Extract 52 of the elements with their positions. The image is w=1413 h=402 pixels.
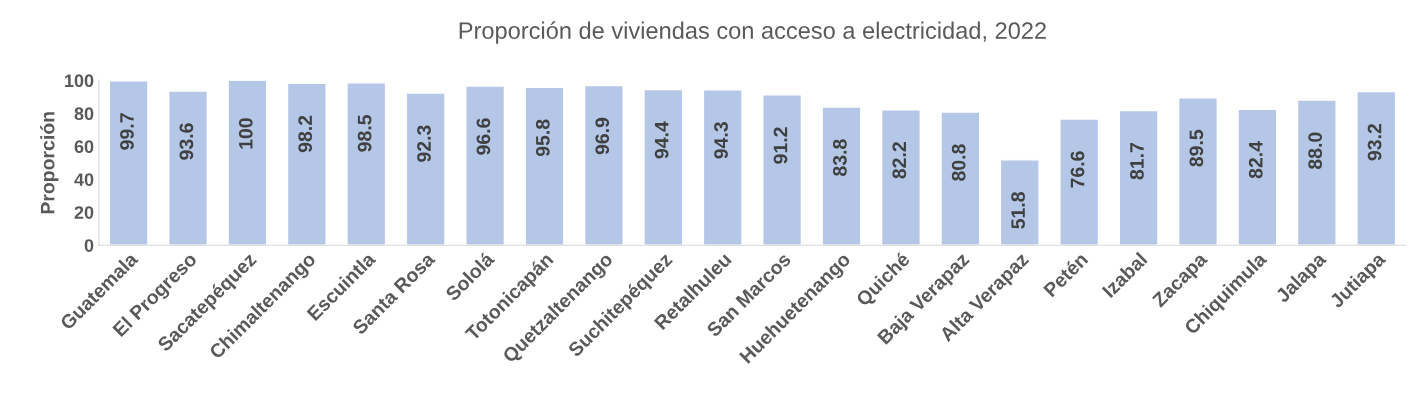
bar [1356,90,1397,246]
bar [1118,109,1159,246]
data-label: 83.8 [832,139,847,176]
bar [168,90,209,246]
data-label: 93.6 [179,123,194,160]
chart-title: Proporción de viviendas con acceso a electricidad, 2022 [459,21,1046,44]
bar [999,159,1040,246]
y-tick-label: 80 [74,107,94,121]
bar [286,82,327,246]
bar [1237,108,1278,246]
data-label: 95.8 [535,119,550,157]
data-label: 82.4 [1248,141,1263,179]
bar [643,88,684,246]
bar [702,89,743,246]
data-label: 92.3 [417,125,431,162]
data-label: 98.5 [357,115,372,152]
data-label: 94.4 [654,121,669,159]
bar [405,92,446,246]
data-label: 98.2 [298,115,313,153]
data-label: 76.6 [1070,151,1085,188]
data-label: 81.7 [1130,143,1144,180]
bar [108,80,149,246]
y-tick-label: 20 [74,206,94,219]
data-label: 82.2 [892,142,907,179]
bar [583,84,624,246]
data-label: 93.2 [1367,123,1382,161]
data-label: 88.0 [1308,132,1323,170]
bar [940,111,981,246]
data-label: 89.5 [1189,129,1204,167]
y-tick-label: 60 [74,140,94,154]
bar [821,106,862,246]
data-label: 51.8 [1011,192,1025,229]
y-tick-label: 0 [84,239,94,252]
data-label: 80.8 [951,144,966,181]
bar [346,82,387,246]
data-label: 91.2 [773,127,788,164]
bar [1059,118,1100,246]
bar [1296,99,1337,246]
y-tick-label: 100 [65,74,94,88]
data-label: 96.9 [595,117,610,155]
y-tick-label: 40 [74,173,94,187]
bar [524,86,565,246]
data-label: 94.3 [714,122,728,159]
data-label: 99.7 [120,113,134,150]
bar [465,85,506,246]
data-label: 100 [238,118,253,149]
y-axis-title: Proporción [40,112,59,214]
bar [1177,97,1219,246]
bar [227,80,268,246]
bar [880,109,921,246]
bar [762,94,803,246]
data-label: 96.6 [476,118,491,155]
